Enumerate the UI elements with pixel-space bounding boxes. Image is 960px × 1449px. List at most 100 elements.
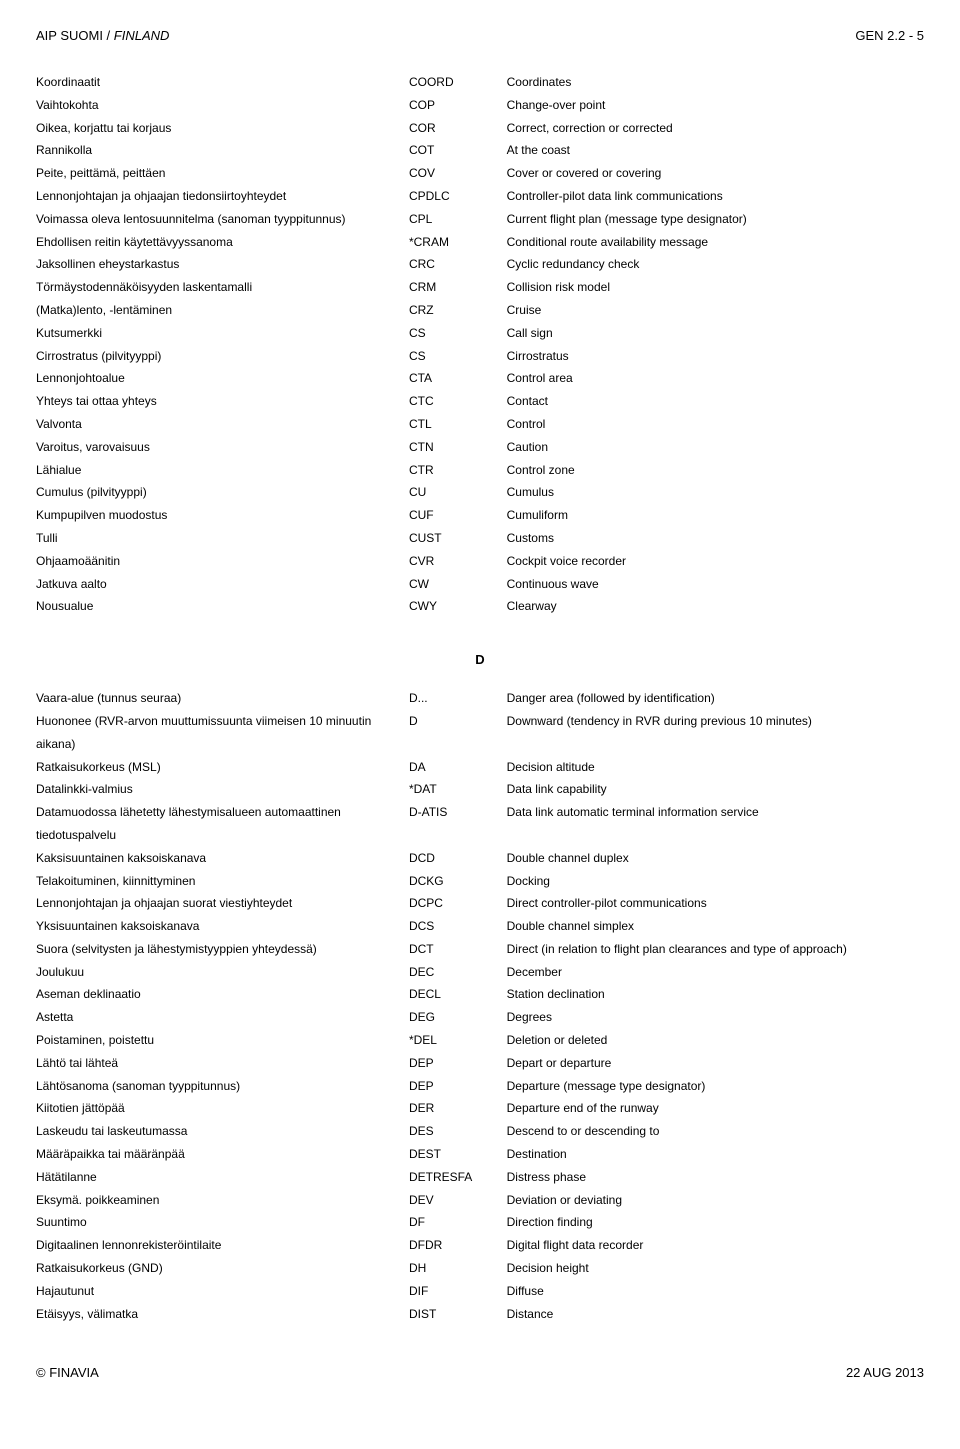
page-header: AIP SUOMI / FINLAND GEN 2.2 - 5 <box>36 28 924 43</box>
table-row: Kaksisuuntainen kaksoiskanavaDCDDouble c… <box>36 847 924 870</box>
table-row: Etäisyys, välimatkaDISTDistance <box>36 1303 924 1326</box>
table-row: KutsumerkkiCSCall sign <box>36 322 924 345</box>
cell-code: DEV <box>409 1189 507 1212</box>
cell-code: CS <box>409 345 507 368</box>
table-row: Peite, peittämä, peittäenCOVCover or cov… <box>36 162 924 185</box>
abbreviation-table-section1: KoordinaatitCOORDCoordinatesVaihtokohtaC… <box>36 71 924 618</box>
cell-english: Diffuse <box>507 1280 924 1303</box>
cell-english: Station declination <box>507 983 924 1006</box>
cell-finnish: Törmäystodennäköisyyden laskentamalli <box>36 276 409 299</box>
table-row: Oikea, korjattu tai korjausCORCorrect, c… <box>36 117 924 140</box>
cell-code: DH <box>409 1257 507 1280</box>
table-row: Huononee (RVR-arvon muuttumissuunta viim… <box>36 710 924 756</box>
cell-english: Correct, correction or corrected <box>507 117 924 140</box>
cell-english: Destination <box>507 1143 924 1166</box>
cell-finnish: Jatkuva aalto <box>36 573 409 596</box>
cell-english: Digital flight data recorder <box>507 1234 924 1257</box>
table-row: TulliCUSTCustoms <box>36 527 924 550</box>
cell-code: DES <box>409 1120 507 1143</box>
cell-english: Decision height <box>507 1257 924 1280</box>
cell-english: Decision altitude <box>507 756 924 779</box>
cell-finnish: Kutsumerkki <box>36 322 409 345</box>
cell-finnish: Rannikolla <box>36 139 409 162</box>
cell-english: Direct controller-pilot communications <box>507 892 924 915</box>
cell-english: Distance <box>507 1303 924 1326</box>
cell-finnish: Vaihtokohta <box>36 94 409 117</box>
cell-finnish: Ratkaisukorkeus (MSL) <box>36 756 409 779</box>
section-letter: D <box>36 618 924 687</box>
cell-english: Cover or covered or covering <box>507 162 924 185</box>
header-left: AIP SUOMI / FINLAND <box>36 28 169 43</box>
cell-finnish: Yhteys tai ottaa yhteys <box>36 390 409 413</box>
table-row: OhjaamoäänitinCVRCockpit voice recorder <box>36 550 924 573</box>
cell-english: Change-over point <box>507 94 924 117</box>
table-row: Ratkaisukorkeus (GND)DHDecision height <box>36 1257 924 1280</box>
cell-code: CWY <box>409 595 507 618</box>
cell-finnish: Suora (selvitysten ja lähestymistyyppien… <box>36 938 409 961</box>
cell-finnish: Hätätilanne <box>36 1166 409 1189</box>
cell-code: DCKG <box>409 870 507 893</box>
cell-code: DCD <box>409 847 507 870</box>
cell-english: Docking <box>507 870 924 893</box>
cell-code: DEST <box>409 1143 507 1166</box>
cell-finnish: Oikea, korjattu tai korjaus <box>36 117 409 140</box>
table-row: Datalinkki-valmius*DATData link capabili… <box>36 778 924 801</box>
cell-english: Degrees <box>507 1006 924 1029</box>
cell-code: DIST <box>409 1303 507 1326</box>
table-row: LennonjohtoalueCTAControl area <box>36 367 924 390</box>
cell-finnish: Yksisuuntainen kaksoiskanava <box>36 915 409 938</box>
table-row: LähialueCTRControl zone <box>36 459 924 482</box>
cell-finnish: Kaksisuuntainen kaksoiskanava <box>36 847 409 870</box>
cell-code: COP <box>409 94 507 117</box>
cell-english: Deviation or deviating <box>507 1189 924 1212</box>
cell-code: CW <box>409 573 507 596</box>
cell-english: Cyclic redundancy check <box>507 253 924 276</box>
footer-left: © FINAVIA <box>36 1365 99 1380</box>
cell-finnish: Cumulus (pilvityyppi) <box>36 481 409 504</box>
cell-code: DEC <box>409 961 507 984</box>
table-row: Törmäystodennäköisyyden laskentamalliCRM… <box>36 276 924 299</box>
table-row: Poistaminen, poistettu*DELDeletion or de… <box>36 1029 924 1052</box>
table-row: NousualueCWYClearway <box>36 595 924 618</box>
cell-code: DEP <box>409 1052 507 1075</box>
cell-code: CRZ <box>409 299 507 322</box>
table-row: Yhteys tai ottaa yhteysCTCContact <box>36 390 924 413</box>
cell-finnish: Poistaminen, poistettu <box>36 1029 409 1052</box>
cell-code: DCT <box>409 938 507 961</box>
footer-right: 22 AUG 2013 <box>846 1365 924 1380</box>
cell-english: Data link automatic terminal information… <box>507 801 924 847</box>
cell-code: *CRAM <box>409 231 507 254</box>
cell-finnish: Peite, peittämä, peittäen <box>36 162 409 185</box>
cell-code: CTR <box>409 459 507 482</box>
cell-english: Controller-pilot data link communication… <box>507 185 924 208</box>
cell-code: COT <box>409 139 507 162</box>
cell-finnish: Varoitus, varovaisuus <box>36 436 409 459</box>
table-row: Eksymä. poikkeaminenDEVDeviation or devi… <box>36 1189 924 1212</box>
cell-english: December <box>507 961 924 984</box>
cell-finnish: Aseman deklinaatio <box>36 983 409 1006</box>
cell-finnish: Voimassa oleva lentosuunnitelma (sanoman… <box>36 208 409 231</box>
cell-finnish: Kumpupilven muodostus <box>36 504 409 527</box>
cell-finnish: Telakoituminen, kiinnittyminen <box>36 870 409 893</box>
table-row: AstettaDEGDegrees <box>36 1006 924 1029</box>
cell-english: Control zone <box>507 459 924 482</box>
page-footer: © FINAVIA 22 AUG 2013 <box>36 1365 924 1380</box>
cell-english: Control <box>507 413 924 436</box>
cell-english: Cumulus <box>507 481 924 504</box>
cell-code: D-ATIS <box>409 801 507 847</box>
cell-finnish: Nousualue <box>36 595 409 618</box>
table-row: Voimassa oleva lentosuunnitelma (sanoman… <box>36 208 924 231</box>
table-row: VaihtokohtaCOPChange-over point <box>36 94 924 117</box>
cell-code: DEG <box>409 1006 507 1029</box>
cell-finnish: Valvonta <box>36 413 409 436</box>
cell-finnish: Laskeudu tai laskeutumassa <box>36 1120 409 1143</box>
cell-code: *DEL <box>409 1029 507 1052</box>
cell-code: *DAT <box>409 778 507 801</box>
table-row: Varoitus, varovaisuusCTNCaution <box>36 436 924 459</box>
cell-code: DFDR <box>409 1234 507 1257</box>
cell-code: D <box>409 710 507 756</box>
cell-code: DF <box>409 1211 507 1234</box>
cell-english: Conditional route availability message <box>507 231 924 254</box>
cell-code: CRC <box>409 253 507 276</box>
cell-english: Downward (tendency in RVR during previou… <box>507 710 924 756</box>
